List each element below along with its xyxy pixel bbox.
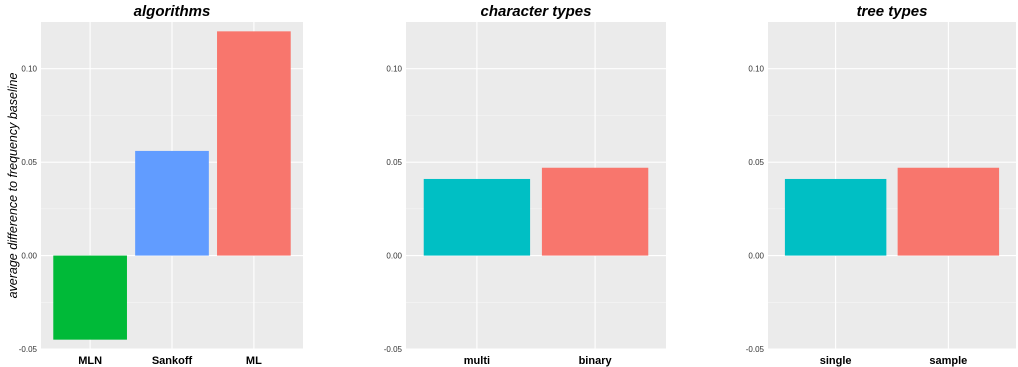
y-tick-label: 0.05 <box>748 158 764 167</box>
x-tick-label: MLN <box>78 355 102 367</box>
panel-title: algorithms <box>134 3 211 20</box>
y-tick-label: -0.05 <box>384 345 403 354</box>
bar-mln <box>53 255 127 340</box>
bar-sample <box>897 167 1000 256</box>
bar-binary <box>541 167 649 256</box>
bar-sankoff <box>135 150 209 256</box>
y-axis-label: average difference to frequency baseline <box>6 73 20 299</box>
y-tick-label: -0.05 <box>746 345 765 354</box>
chart-panel-algorithms: -0.05 0.00 0.05 0.10 MLN Sankoff ML algorithms a… <box>6 3 303 367</box>
y-tick-label: 0.00 <box>748 252 764 261</box>
x-tick-label: sample <box>929 355 967 367</box>
bar-multi <box>423 178 531 256</box>
y-tick-label: 0.05 <box>21 158 37 167</box>
bar-single <box>784 178 887 256</box>
y-tick-label: 0.10 <box>748 65 764 74</box>
x-tick-label: single <box>820 355 852 367</box>
x-tick-label: multi <box>464 355 490 367</box>
x-tick-label: ML <box>246 355 262 367</box>
y-tick-label: 0.05 <box>386 158 402 167</box>
panel-title: character types <box>481 3 592 20</box>
y-tick-label: 0.00 <box>386 252 402 261</box>
bar-ml <box>217 31 291 256</box>
panel-title: tree types <box>857 3 928 20</box>
chart-panel-character-types: -0.05 0.00 0.05 0.10 multi binary character ty… <box>384 3 666 367</box>
y-tick-label: 0.10 <box>21 65 37 74</box>
chart-panel-tree-types: -0.05 0.00 0.05 0.10 single sample tree types <box>746 3 1016 367</box>
x-tick-label: binary <box>579 355 613 367</box>
y-tick-label: -0.05 <box>19 345 38 354</box>
y-tick-label: 0.00 <box>21 252 37 261</box>
y-tick-label: 0.10 <box>386 65 402 74</box>
x-tick-label: Sankoff <box>152 355 193 367</box>
